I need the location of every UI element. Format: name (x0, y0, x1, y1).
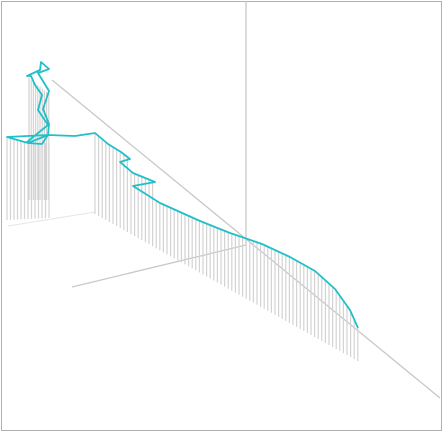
drop-lines-group (6, 78, 359, 362)
floor-line-short (7, 211, 96, 227)
data-curve (6, 61, 359, 329)
y-axis-floor-line (71, 244, 247, 288)
